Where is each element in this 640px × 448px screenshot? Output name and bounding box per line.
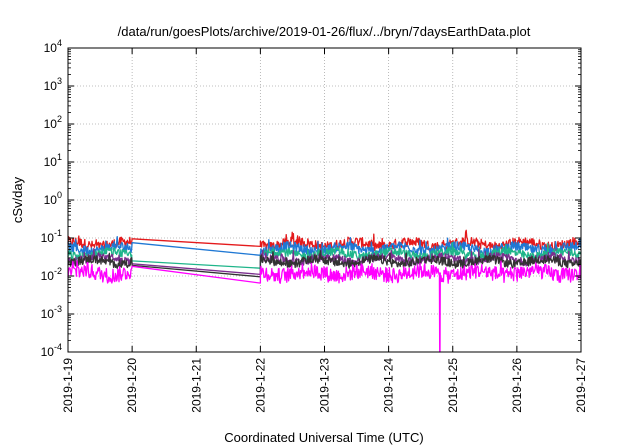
- y-tick-label: 104: [44, 38, 62, 55]
- x-tick-label: 2019-1-24: [382, 358, 396, 413]
- series-line: [67, 241, 582, 269]
- y-tick-label: 10-2: [41, 266, 62, 283]
- tick-marks: [67, 47, 582, 353]
- series-line: [67, 260, 582, 353]
- series-group: [67, 229, 582, 353]
- y-tick-labels: 10-4 10-3 10-2 10-1 100 101 102 103 104: [41, 38, 62, 359]
- y-tick-label: 10-4: [41, 342, 62, 359]
- series-line: [67, 250, 582, 278]
- y-tick-label: 101: [44, 152, 62, 169]
- x-tick-label: 2019-1-23: [318, 358, 332, 413]
- chart-title: /data/run/goesPlots/archive/2019-01-26/f…: [118, 24, 531, 39]
- y-axis-title: cSv/day: [10, 176, 25, 223]
- y-tick-label: 10-1: [41, 228, 62, 245]
- y-tick-label: 10-3: [41, 304, 62, 321]
- y-tick-label: 102: [44, 114, 62, 131]
- x-tick-label: 2019-1-25: [446, 358, 460, 413]
- x-tick-label: 2019-1-22: [253, 358, 267, 413]
- x-tick-label: 2019-1-21: [189, 358, 203, 413]
- x-tick-label: 2019-1-26: [510, 358, 524, 413]
- y-tick-label: 103: [44, 76, 62, 93]
- x-tick-labels: 2019-1-19 2019-1-20 2019-1-21 2019-1-22 2019…: [61, 358, 588, 413]
- y-tick-label: 100: [44, 190, 62, 207]
- x-axis-title: Coordinated Universal Time (UTC): [224, 430, 423, 445]
- x-tick-label: 2019-1-27: [574, 358, 588, 413]
- grid-lines: [68, 48, 581, 352]
- series-line: [67, 236, 582, 257]
- x-tick-label: 2019-1-19: [61, 358, 75, 413]
- x-tick-label: 2019-1-20: [125, 358, 139, 413]
